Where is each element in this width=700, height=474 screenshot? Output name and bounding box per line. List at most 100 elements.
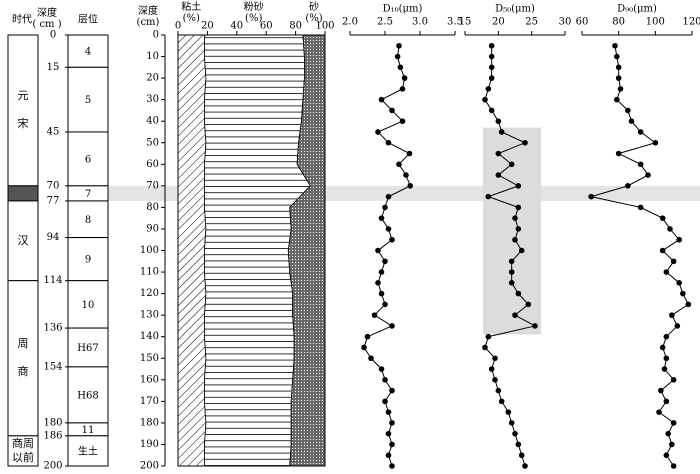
x-tick-label: 60 [260,21,273,32]
x-tick-label: 25 [525,17,538,28]
data-point [515,226,522,232]
data-point [385,452,392,459]
x-tick-label: 2.5 [377,17,393,28]
layer-label: 5 [85,95,91,106]
data-point [495,150,502,157]
period-block [7,280,39,437]
data-point [515,290,522,297]
data-point [659,247,666,254]
data-point [397,64,404,71]
profile-line [363,45,411,467]
data-point [676,280,682,286]
layer-block [67,131,109,187]
data-point [389,463,395,469]
data-point [488,75,495,81]
data-point [407,183,414,189]
period-block [7,34,39,187]
data-point [512,215,518,221]
data-point [485,333,492,340]
depth-tick-label: 45 [47,126,60,137]
y-tick-label: 60 [146,159,159,170]
period-label: 周商 [17,337,29,379]
data-point [406,150,413,157]
layer-block [67,280,109,329]
x-tick-label: 2.0 [342,17,358,28]
data-point [617,86,624,92]
x-tick-label: 120 [682,17,700,28]
data-point [515,183,522,189]
data-point [518,452,525,459]
data-point [522,463,528,469]
x-tick-label: 3.5 [447,17,463,28]
data-point [371,312,378,318]
data-point [389,107,395,114]
y-title: 深度 (cm) [136,6,160,28]
data-point [663,398,670,405]
period-label: 元宋 [17,89,29,131]
data-point [403,172,409,178]
data-point [614,96,620,103]
layer-label: 7 [85,189,91,200]
data-point [378,215,385,221]
data-point [663,452,670,459]
data-point [364,333,371,340]
data-point [385,409,392,415]
x-tick-label: 40 [230,21,243,32]
depth-tick-label: 186 [43,430,62,441]
data-point [525,301,532,308]
layer-label: 9 [85,255,91,266]
depth-tick-label: 70 [47,180,60,191]
data-point [378,366,385,372]
data-point [389,236,395,243]
data-point [625,107,631,114]
data-point [522,139,528,146]
layer-block [67,366,109,424]
y-tick-label: 70 [146,180,159,191]
data-point [615,150,622,157]
profile-line [591,45,689,467]
data-point [488,42,495,49]
data-point [361,344,367,351]
layer-label: 10 [82,300,95,311]
data-point [368,355,374,362]
data-point [645,172,651,178]
y-tick-label: 190 [140,439,159,450]
y-tick-label: 40 [146,116,159,127]
y-tick-label: 50 [146,137,159,148]
data-point [382,398,388,405]
data-point [485,193,492,200]
data-point [495,387,502,394]
data-point [492,355,498,362]
data-point [676,236,682,243]
data-point [680,290,686,297]
layer-label: 8 [85,215,91,226]
layer-label: 生土 [78,444,98,457]
period-label: 商周以前 [12,436,34,464]
panel-title: D₁₀(μm) [383,4,423,15]
data-point [637,204,644,211]
data-point [375,129,381,135]
layer-title: 层位 [78,13,98,26]
data-point [389,420,395,426]
period-label: 汉 [17,233,29,247]
data-point [482,344,488,351]
data-point [659,215,666,221]
highlight-box [483,127,541,335]
data-point [658,387,664,394]
data-point [652,139,659,146]
y-tick-label: 150 [140,353,159,364]
x-tick-label: 30 [559,17,572,28]
data-point [488,64,495,71]
x-tick-label: 20 [492,17,505,28]
period-title: 时代 [12,14,32,26]
x-tick-label: 100 [315,21,334,32]
layer-block [67,200,109,239]
data-point [615,64,622,71]
data-point [515,204,522,211]
data-point [385,139,392,146]
depth-tick-label: 180 [43,417,62,428]
x-tick-label: 80 [612,17,625,28]
data-point [637,129,644,135]
period-block [7,185,39,202]
